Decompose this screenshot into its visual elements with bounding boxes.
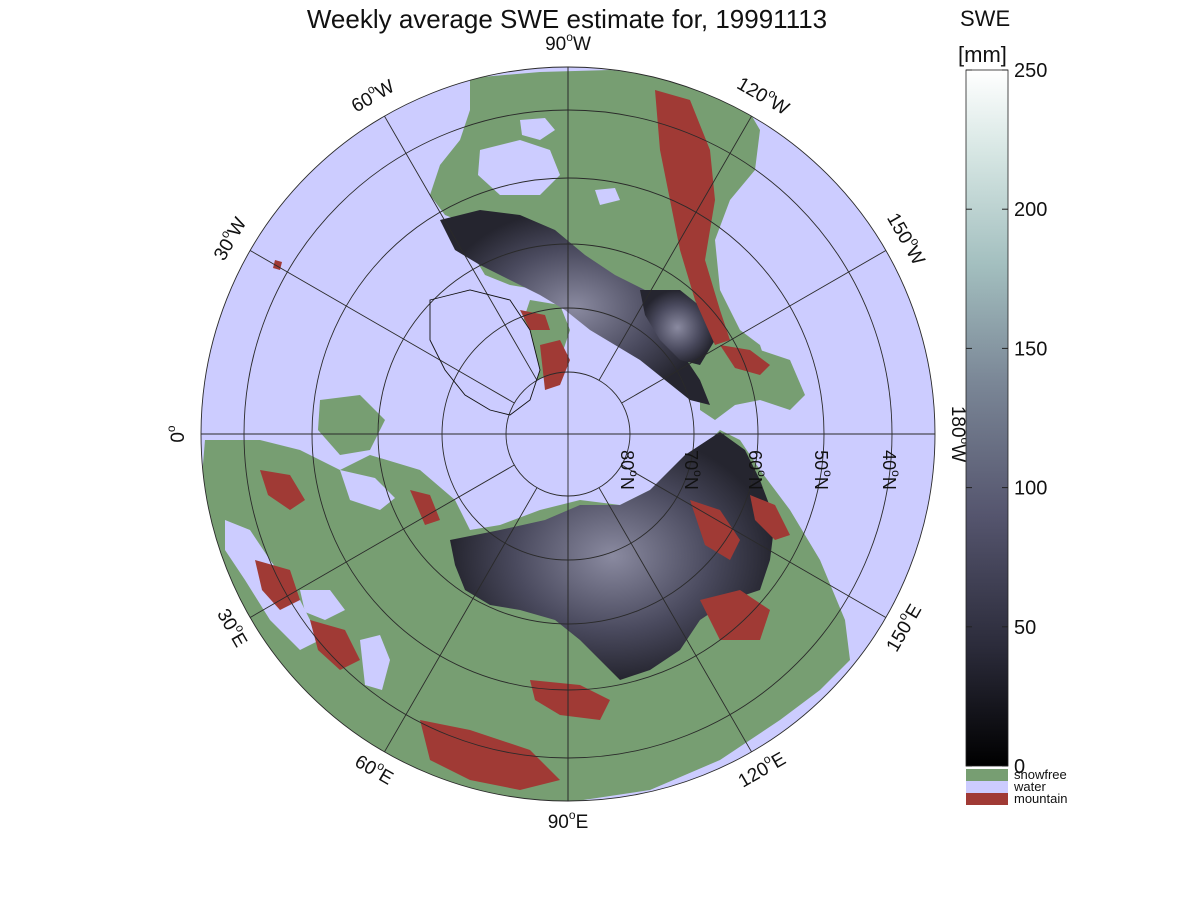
- colorbar-tick-label: 250: [1014, 60, 1047, 82]
- colorbar-tick-label: 100: [1014, 478, 1047, 500]
- colorbar-unit: [mm]: [958, 42, 1007, 67]
- meridian-line: [249, 250, 515, 404]
- lat-label-40: 40oN: [879, 450, 903, 490]
- legend-swatch-water: [966, 781, 1008, 793]
- colorbar-tick-label: 200: [1014, 199, 1047, 221]
- north-america-snow: [440, 210, 710, 405]
- meridian-line: [598, 487, 752, 753]
- colorbar-tick-label: 150: [1014, 338, 1047, 360]
- great-lakes-water: [520, 118, 555, 140]
- lon-label-60w: 60oW: [346, 73, 398, 117]
- siberia-east-mountains: [690, 500, 740, 560]
- colorbar: SWE [mm] 0 50 100 150 200 250 snowfreewatermo…: [958, 6, 1067, 806]
- lon-label-90e: 90oE: [548, 808, 589, 833]
- lon-label-0: 0o: [164, 425, 189, 443]
- legend-swatch-mountain: [966, 793, 1008, 805]
- lon-label-180w: 180oW: [947, 406, 972, 462]
- colorbar-ticks: 0 50 100 150 200 250: [966, 60, 1047, 778]
- colorbar-tick-label: 50: [1014, 617, 1036, 639]
- scandinavia-land: [318, 395, 385, 455]
- meridian-line: [384, 115, 538, 381]
- alps-mountains: [255, 560, 300, 610]
- lon-label-30w: 30oW: [207, 212, 251, 264]
- lon-label-90w: 90oW: [545, 30, 591, 55]
- alaska-range: [720, 345, 770, 375]
- siberia-snow: [450, 432, 775, 680]
- hudson-bay-water: [478, 140, 560, 195]
- coastlines: [429, 289, 541, 416]
- meridian-line: [249, 464, 515, 618]
- manchuria-mountains: [700, 590, 770, 640]
- legend-label-snowfree: snowfree: [1014, 767, 1067, 782]
- lat-label-50: 50oN: [811, 450, 835, 490]
- caucasus-mountains: [310, 620, 360, 670]
- legend-label-mountain: mountain: [1014, 791, 1067, 806]
- latitude-labels: 80oN 70oN 60oN 50oN 40oN: [617, 450, 903, 490]
- colorbar-tick-label: 0: [1014, 756, 1025, 778]
- meridian-line: [384, 487, 538, 753]
- lat-label-70: 70oN: [681, 450, 705, 490]
- baltic-water: [340, 470, 395, 510]
- figure-title: Weekly average SWE estimate for, 1999111…: [307, 4, 827, 34]
- urals-mountains: [410, 490, 440, 525]
- caspian-water: [360, 635, 390, 690]
- great-slave-water: [595, 188, 620, 205]
- scandinavian-mountains: [260, 470, 305, 510]
- meridians: [201, 67, 935, 801]
- meridian-line: [598, 115, 752, 381]
- colorbar-title: SWE: [960, 6, 1010, 31]
- lat-label-60: 60oN: [745, 450, 769, 490]
- meridian-line: [621, 464, 887, 618]
- legend-label-water: water: [1013, 779, 1046, 794]
- legend-swatch-snowfree: [966, 769, 1008, 781]
- colorbar-gradient: [965, 69, 1009, 767]
- kamchatka-mountains: [750, 495, 790, 540]
- black-sea-water: [300, 590, 345, 620]
- map-disk: [201, 67, 935, 801]
- meridian-line: [621, 250, 887, 404]
- alaska-snow: [640, 290, 715, 365]
- greenland-coastline: [429, 289, 541, 416]
- graticule: [200, 66, 936, 802]
- tibet-mountains: [530, 680, 610, 720]
- alaska-land: [700, 350, 805, 420]
- lat-label-80: 80oN: [617, 450, 641, 490]
- greenland-east-mountains: [540, 340, 570, 390]
